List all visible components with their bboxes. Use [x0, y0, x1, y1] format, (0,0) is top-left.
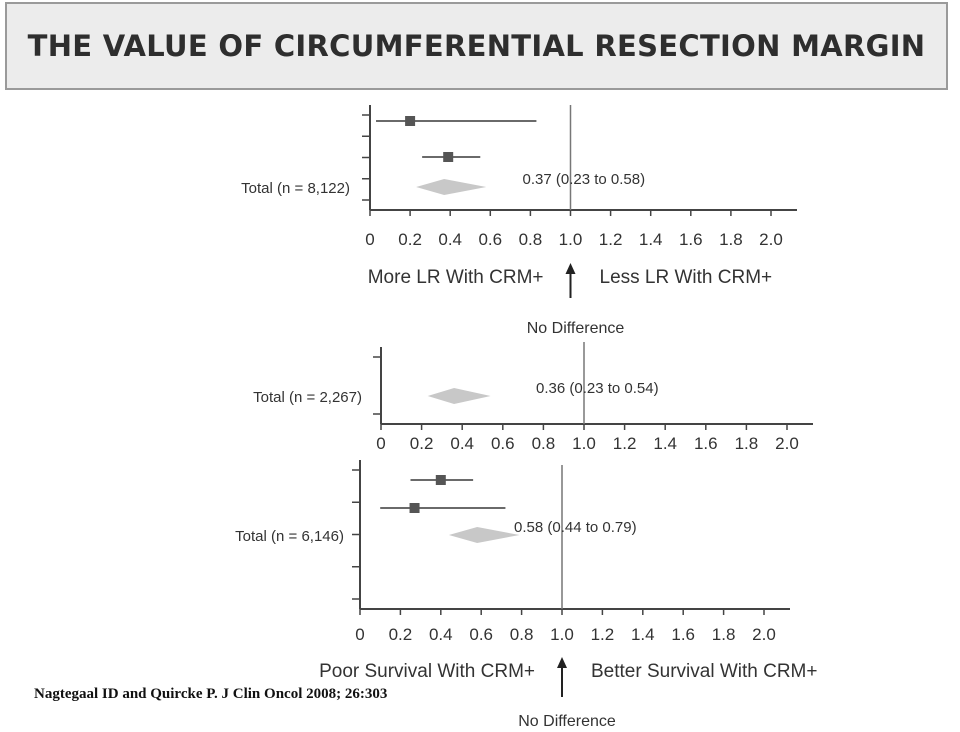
title-banner: THE VALUE OF CIRCUMFERENTIAL RESECTION M…: [5, 2, 948, 90]
x-tick-label: 1.0: [559, 230, 583, 249]
x-tick-label: 0.8: [519, 230, 543, 249]
x-tick-label: 2.0: [775, 434, 799, 453]
x-tick-label: 1.0: [572, 434, 596, 453]
x-tick-label: 1.2: [613, 434, 637, 453]
x-tick-label: 0.6: [491, 434, 515, 453]
page-title: THE VALUE OF CIRCUMFERENTIAL RESECTION M…: [27, 29, 926, 63]
x-tick-label: 0.6: [469, 625, 493, 644]
x-tick-label: 2.0: [752, 625, 776, 644]
total-estimate-text: 0.58 (0.44 to 0.79): [514, 519, 637, 536]
x-tick-label: 0.4: [450, 434, 474, 453]
x-tick-label: 0.4: [438, 230, 462, 249]
x-tick-label: 1.6: [671, 625, 695, 644]
total-estimate-text: 0.36 (0.23 to 0.54): [536, 380, 659, 397]
x-tick-label: 1.8: [735, 434, 759, 453]
x-tick-label: 0: [355, 625, 364, 644]
total-label: Total (n = 2,267): [253, 389, 362, 406]
study-point: [435, 475, 446, 485]
no-difference-label: No Difference: [518, 713, 616, 730]
x-tick-label: 1.2: [599, 230, 623, 249]
x-tick-label: 1.2: [591, 625, 615, 644]
x-tick-label: 1.4: [653, 434, 677, 453]
citation: Nagtegaal ID and Quircke P. J Clin Oncol…: [34, 686, 388, 702]
x-tick-label: 0.2: [389, 625, 413, 644]
study-point: [443, 152, 454, 162]
x-tick-label: 0.8: [532, 434, 556, 453]
total-diamond: [416, 179, 487, 195]
x-tick-label: 1.8: [712, 625, 736, 644]
x-tick-label: 1.6: [679, 230, 703, 249]
right-direction-label: Less LR With CRM+: [600, 267, 773, 288]
x-tick-label: 1.4: [639, 230, 663, 249]
x-tick-label: 0.4: [429, 625, 453, 644]
study-point: [405, 116, 416, 126]
total-estimate-text: 0.37 (0.23 to 0.58): [523, 171, 646, 188]
x-tick-label: 1.6: [694, 434, 718, 453]
x-tick-label: 1.0: [550, 625, 574, 644]
no-difference-label: No Difference: [527, 320, 625, 337]
x-tick-label: 0.2: [410, 434, 434, 453]
total-label: Total (n = 6,146): [235, 528, 344, 545]
study-point: [409, 503, 420, 513]
right-direction-label: Better Survival With CRM+: [591, 661, 817, 682]
up-arrow-icon: [557, 657, 567, 668]
total-diamond: [427, 388, 491, 404]
x-tick-label: 1.8: [719, 230, 743, 249]
x-tick-label: 0.8: [510, 625, 534, 644]
total-diamond: [448, 527, 520, 543]
total-label: Total (n = 8,122): [241, 180, 350, 197]
x-tick-label: 0: [365, 230, 374, 249]
x-tick-label: 0.2: [398, 230, 422, 249]
left-direction-label: More LR With CRM+: [368, 267, 544, 288]
x-tick-label: 0: [376, 434, 385, 453]
x-tick-label: 0.6: [478, 230, 502, 249]
up-arrow-icon: [565, 263, 576, 274]
x-tick-label: 2.0: [759, 230, 783, 249]
x-tick-label: 1.4: [631, 625, 655, 644]
left-direction-label: Poor Survival With CRM+: [319, 661, 535, 682]
